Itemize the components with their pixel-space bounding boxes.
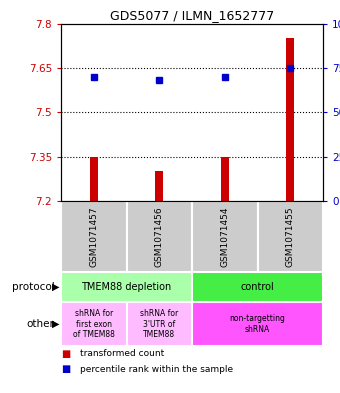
Text: shRNA for
first exon
of TMEM88: shRNA for first exon of TMEM88 (73, 309, 115, 339)
Text: GSM1071454: GSM1071454 (220, 206, 229, 266)
Bar (192, 302, 323, 346)
Bar (90, 156, 98, 201)
Text: other: other (27, 319, 54, 329)
Bar (286, 39, 294, 201)
Text: shRNA for
3'UTR of
TMEM88: shRNA for 3'UTR of TMEM88 (140, 309, 178, 339)
Bar (61, 272, 192, 302)
Text: control: control (241, 282, 274, 292)
Bar (258, 201, 323, 272)
Text: protocol: protocol (12, 282, 54, 292)
Bar (192, 201, 258, 272)
Bar (61, 201, 126, 272)
Title: GDS5077 / ILMN_1652777: GDS5077 / ILMN_1652777 (110, 9, 274, 22)
Text: ▶: ▶ (52, 282, 59, 292)
Bar (61, 302, 126, 346)
Text: ▶: ▶ (52, 319, 59, 329)
Text: transformed count: transformed count (80, 349, 164, 358)
Text: GSM1071455: GSM1071455 (286, 206, 295, 266)
Text: ■: ■ (61, 349, 70, 359)
Text: non-targetting
shRNA: non-targetting shRNA (230, 314, 286, 334)
Text: ■: ■ (61, 364, 70, 375)
Bar (192, 272, 323, 302)
Bar (126, 201, 192, 272)
Bar (126, 302, 192, 346)
Text: percentile rank within the sample: percentile rank within the sample (80, 365, 233, 374)
Text: GSM1071457: GSM1071457 (89, 206, 98, 266)
Bar (155, 171, 163, 201)
Text: TMEM88 depletion: TMEM88 depletion (82, 282, 172, 292)
Bar (221, 156, 229, 201)
Text: GSM1071456: GSM1071456 (155, 206, 164, 266)
